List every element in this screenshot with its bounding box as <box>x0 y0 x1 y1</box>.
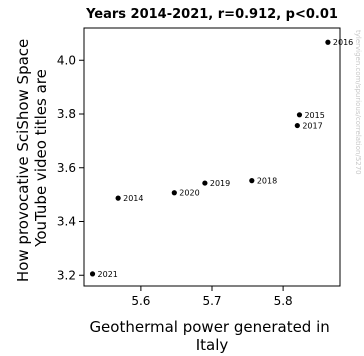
point-label: 2021 <box>98 270 118 279</box>
data-point <box>171 190 177 196</box>
y-tick-label: 3.6 <box>57 161 76 175</box>
plot-area <box>83 27 341 287</box>
point-label: 2016 <box>333 38 353 47</box>
point-label: 2017 <box>302 122 322 131</box>
y-axis-title: How provocative SciShow Space YouTube vi… <box>14 34 50 282</box>
y-tick-label: 3.4 <box>57 215 76 229</box>
data-point <box>296 112 303 118</box>
data-point <box>115 195 121 201</box>
y-tick-label: 3.8 <box>57 107 76 121</box>
point-label: 2018 <box>257 177 277 186</box>
x-tick-label: 5.8 <box>274 294 293 308</box>
x-axis: 5.6 5.7 5.8 <box>131 286 293 308</box>
point-label: 2019 <box>210 179 230 188</box>
y-axis: 3.2 3.4 3.6 3.8 4.0 <box>57 53 84 282</box>
point-label: 2015 <box>304 111 324 120</box>
data-point <box>249 178 255 184</box>
data-point <box>89 271 96 277</box>
y-tick-label: 4.0 <box>57 53 76 67</box>
data-point <box>202 180 208 186</box>
point-label: 2014 <box>123 194 143 203</box>
x-axis-title: Geothermal power generated in Italy <box>89 318 334 354</box>
watermark: tylervigen.com/spurious/correlation/5270 <box>354 30 362 175</box>
x-tick-label: 5.7 <box>202 294 221 308</box>
chart-title: Years 2014-2021, r=0.912, p<0.01 <box>85 7 338 22</box>
data-point <box>294 122 300 129</box>
data-points: 2014 2015 2016 2017 2018 2019 2020 2021 <box>89 38 353 279</box>
x-tick-label: 5.6 <box>131 294 150 308</box>
point-label: 2020 <box>179 189 199 198</box>
data-point <box>325 39 331 45</box>
y-tick-label: 3.2 <box>57 268 76 282</box>
